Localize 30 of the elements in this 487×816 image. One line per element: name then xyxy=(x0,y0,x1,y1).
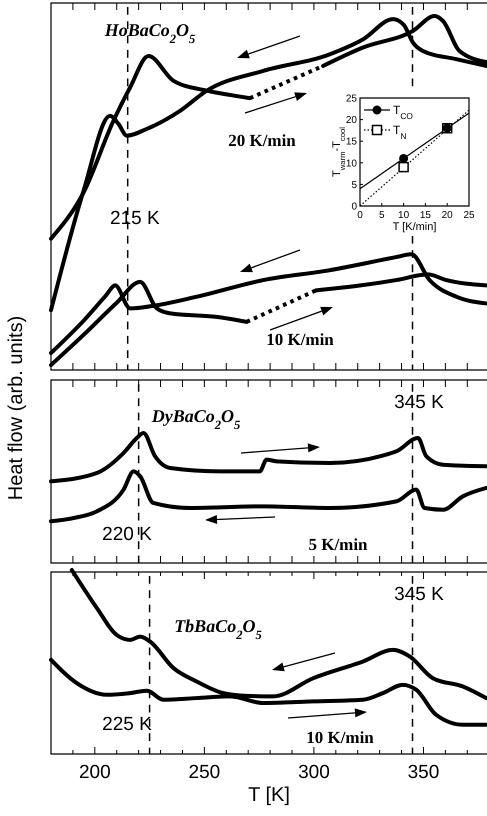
x-tick-label: 25 xyxy=(463,210,475,221)
legend-label: T$_{CO}$ xyxy=(393,103,414,121)
legend-label: T$_{N}$ xyxy=(393,123,406,141)
x-tick-label: 5 xyxy=(379,210,386,221)
x-tick-label: 20 xyxy=(442,210,454,221)
annotation: HoBaCo$_{2}$O$_{5}$ xyxy=(104,20,196,46)
y-tick-label: 0 xyxy=(351,202,358,212)
x-axis-title: T [K/min] xyxy=(392,221,436,233)
annotation: 10 K/min xyxy=(306,728,374,747)
text: DyBaCo$_{2}$O$_{5}$ xyxy=(150,406,240,432)
y-tick-label: 5 xyxy=(351,180,358,191)
y-tick-label: 25 xyxy=(346,94,358,104)
x-tick-label: 15 xyxy=(420,210,432,221)
annotation: TbBaCo$_{2}$O$_{5}$ xyxy=(174,616,262,642)
x-tick-label: 350 xyxy=(408,762,440,783)
x-tick-label: 10 xyxy=(398,210,410,221)
y-tick-label: 20 xyxy=(346,115,358,126)
annotation: 10 K/min xyxy=(266,330,334,349)
y-axis-title: Heat flow (arb. units) xyxy=(5,316,27,500)
ref-line-label: 215 K xyxy=(110,208,160,229)
y-tick-label: 15 xyxy=(346,136,358,148)
x-tick-label: 300 xyxy=(298,762,330,783)
ref-line-label: 220 K xyxy=(102,524,152,545)
annotation: 20 K/min xyxy=(228,131,296,150)
x-tick-label: 200 xyxy=(78,762,111,783)
ref-line-label: 225 K xyxy=(102,714,152,735)
x-tick-label: 250 xyxy=(188,762,220,783)
x-axis-title: T [K] xyxy=(248,784,290,806)
y-tick-label: 10 xyxy=(346,158,358,170)
annotation: 5 K/min xyxy=(308,535,368,554)
